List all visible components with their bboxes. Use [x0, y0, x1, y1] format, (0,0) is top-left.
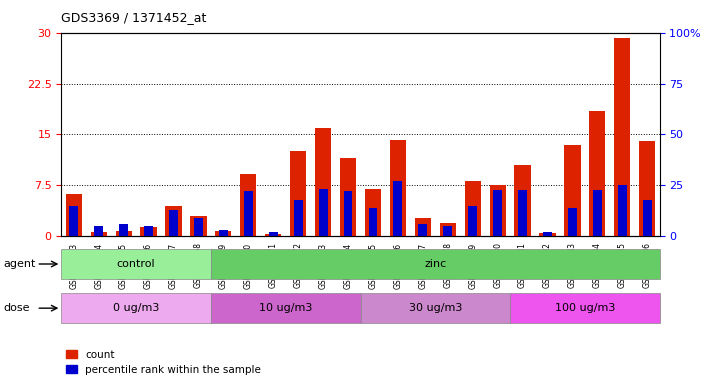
Bar — [344, 191, 353, 236]
Text: 30 ug/m3: 30 ug/m3 — [409, 303, 462, 313]
Bar — [394, 181, 402, 236]
Bar — [290, 151, 306, 236]
Legend: count, percentile rank within the sample: count, percentile rank within the sample — [66, 350, 261, 375]
Bar — [639, 141, 655, 236]
Bar — [211, 249, 660, 279]
Bar — [216, 232, 231, 236]
Bar — [94, 226, 103, 236]
Bar — [543, 232, 552, 236]
Bar — [269, 232, 278, 236]
Bar — [643, 200, 652, 236]
Bar — [165, 206, 182, 236]
Bar — [61, 249, 211, 279]
Bar — [418, 224, 428, 236]
Bar — [493, 190, 502, 236]
Bar — [390, 140, 406, 236]
Text: dose: dose — [4, 303, 30, 313]
Text: agent: agent — [4, 259, 36, 269]
Bar — [169, 210, 178, 236]
Bar — [539, 233, 556, 236]
Bar — [194, 218, 203, 236]
Bar — [468, 206, 477, 236]
Bar — [219, 230, 228, 236]
Bar — [144, 226, 153, 236]
Text: 0 ug/m3: 0 ug/m3 — [113, 303, 159, 313]
Bar — [66, 194, 82, 236]
Bar — [415, 218, 431, 236]
Bar — [360, 293, 510, 323]
Bar — [91, 232, 107, 236]
Text: GDS3369 / 1371452_at: GDS3369 / 1371452_at — [61, 12, 207, 25]
Text: 10 ug/m3: 10 ug/m3 — [259, 303, 312, 313]
Bar — [614, 38, 630, 236]
Bar — [244, 191, 253, 236]
Text: zinc: zinc — [424, 259, 446, 269]
Bar — [365, 189, 381, 236]
Bar — [315, 127, 331, 236]
Bar — [293, 200, 303, 236]
Bar — [518, 190, 527, 236]
Bar — [618, 185, 627, 236]
Bar — [211, 293, 360, 323]
Bar — [443, 226, 452, 236]
Bar — [265, 234, 281, 236]
Bar — [510, 293, 660, 323]
Bar — [190, 216, 206, 236]
Bar — [115, 232, 132, 236]
Bar — [119, 224, 128, 236]
Bar — [319, 189, 327, 236]
Bar — [368, 208, 377, 236]
Bar — [565, 145, 580, 236]
Bar — [61, 293, 211, 323]
Bar — [340, 158, 356, 236]
Bar — [589, 111, 606, 236]
Bar — [240, 174, 257, 236]
Bar — [69, 206, 78, 236]
Bar — [515, 165, 531, 236]
Bar — [490, 185, 505, 236]
Bar — [568, 208, 577, 236]
Text: 100 ug/m3: 100 ug/m3 — [554, 303, 615, 313]
Bar — [593, 190, 602, 236]
Bar — [141, 227, 156, 236]
Bar — [464, 180, 481, 236]
Text: control: control — [117, 259, 156, 269]
Bar — [440, 223, 456, 236]
